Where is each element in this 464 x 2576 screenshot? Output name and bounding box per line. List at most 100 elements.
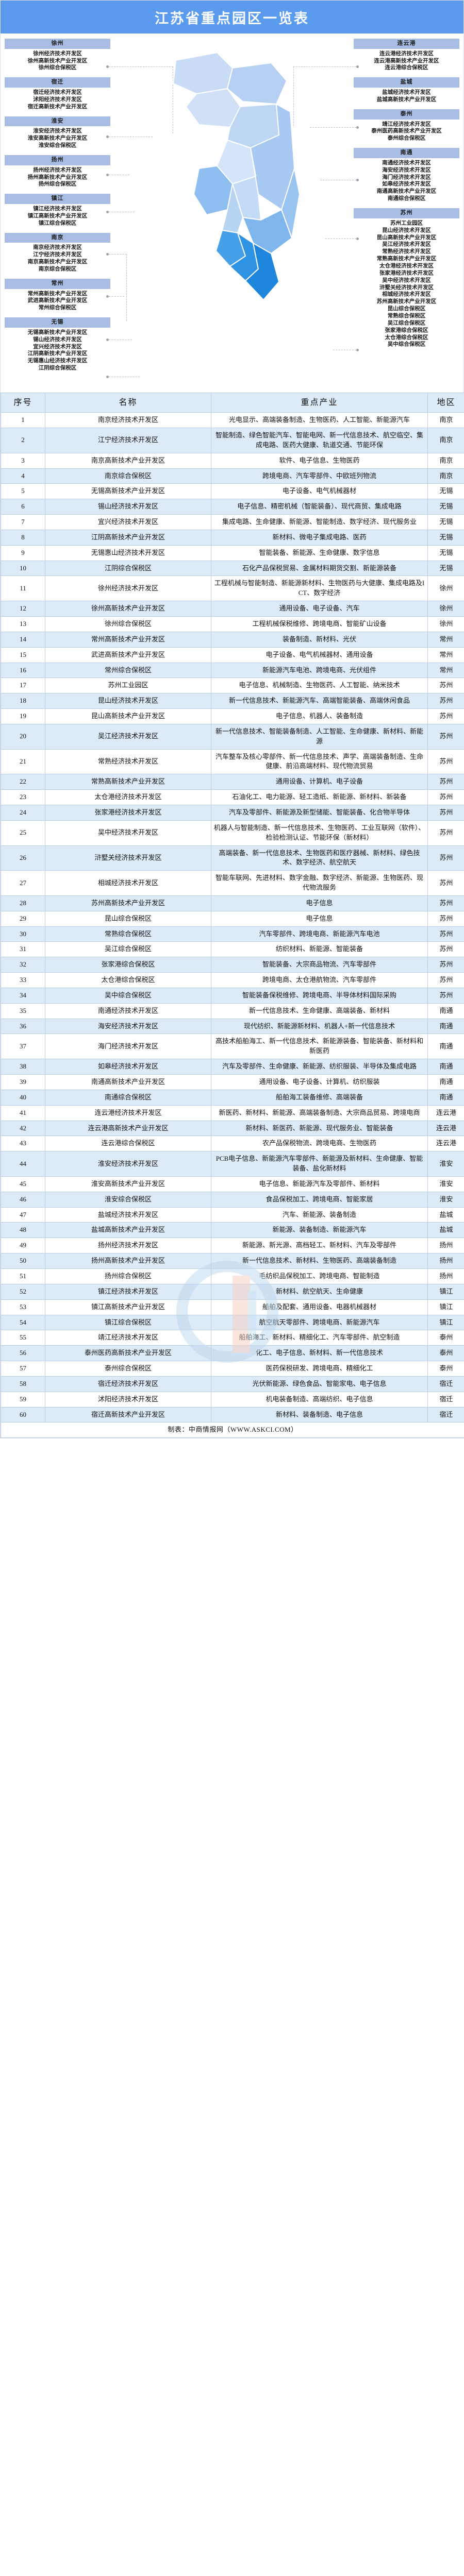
- cell-name: 常州综合保税区: [45, 662, 211, 679]
- cell-region: 无锡: [427, 499, 464, 515]
- cell-industry: 光电显示、高端装备制造、生物医药、人工智能、新能源汽车: [211, 412, 428, 429]
- table-row: 58 宿迁经济技术开发区 光伏新能源、绿色食品、智能家电、电子信息 宿迁: [1, 1376, 464, 1392]
- cell-name: 扬州综合保税区: [45, 1268, 211, 1284]
- cell-name: 扬州高新技术产业开发区: [45, 1253, 211, 1269]
- cell-name: 江宁经济技术开发区: [45, 428, 211, 453]
- cell-region: 苏州: [427, 749, 464, 775]
- cell-index: 52: [1, 1283, 45, 1300]
- city-park-item: 无锡惠山经济技术开发区: [27, 358, 88, 364]
- table-row: 3 南京高新技术产业开发区 软件、电子信息、生物医药 南京: [1, 452, 464, 469]
- city-name-label: 扬州: [5, 155, 110, 165]
- cell-industry: 汽车整车及核心零部件、新一代信息技术、声学、高端装备制造、生命健康、前沿高端材料…: [211, 749, 428, 775]
- cell-index: 4: [1, 468, 45, 484]
- cell-region: 南京: [427, 468, 464, 484]
- cell-region: 无锡: [427, 514, 464, 530]
- table-row: 53 镇江高新技术产业开发区 船舶及配套、通用设备、电器机械器材 镇江: [1, 1299, 464, 1315]
- table-row: 49 扬州经济技术开发区 新能源、新光源、高档轻工、新材料、汽车及零部件 扬州: [1, 1238, 464, 1254]
- cell-industry: 机器人与智能制造、新一代信息技术、生物医药、工业互联网（软件）、检验检测认证、节…: [211, 820, 428, 846]
- city-park-list: 南京经济技术开发区 江宁经济技术开发区 南京高新技术产业开发区 南京综合保税区: [5, 243, 110, 274]
- cell-index: 55: [1, 1330, 45, 1346]
- cell-name: 吴中综合保税区: [45, 987, 211, 1004]
- cell-industry: 电子设备、电气机械器材: [211, 483, 428, 500]
- cell-region: 南京: [427, 428, 464, 453]
- city-park-item: 泰州医药高新技术产业开发区: [371, 128, 442, 134]
- cell-name: 吴江经济技术开发区: [45, 723, 211, 750]
- cell-region: 镇江: [427, 1283, 464, 1300]
- title-bar: 江苏省重点园区一览表: [1, 1, 463, 35]
- cell-index: 51: [1, 1268, 45, 1284]
- city-name-label: 常州: [5, 278, 110, 289]
- cell-name: 常熟高新技术产业开发区: [45, 774, 211, 790]
- cell-name: 南京综合保税区: [45, 468, 211, 484]
- cell-industry: 毛纺织品保税加工、跨境电商、智能制造: [211, 1268, 428, 1284]
- city-park-list: 淮安经济技术开发区 淮安高新技术产业开发区 淮安综合保税区: [5, 126, 110, 150]
- city-park-item: 镇江综合保税区: [38, 220, 77, 226]
- cell-industry: 新一代信息技术、智能装备制造、人工智能、生命健康、新材料、新能源: [211, 723, 428, 750]
- left-city-column: 徐州 徐州经济技术开发区 徐州高新技术产业开发区 徐州综合保税区 宿迁 宿迁经济技术开发区…: [5, 39, 110, 378]
- city-park-item: 武进高新技术产业开发区: [27, 298, 88, 304]
- table-row: 13 徐州综合保税区 工程机械保税维修、跨境电商、智能矿山设备 徐州: [1, 616, 464, 632]
- cell-region: 南通: [427, 1059, 464, 1075]
- cell-industry: 船舶海工装备维修、高端装备: [211, 1089, 428, 1106]
- cell-industry: 新一代信息技术、新材料、生物医药、高端装备制造: [211, 1253, 428, 1269]
- cell-index: 44: [1, 1151, 45, 1177]
- table-row: 35 南通经济技术开发区 新一代信息技术、生命健康、高端装备、新材料 南通: [1, 1003, 464, 1019]
- cell-industry: 航空航天零部件、跨境电商、新能源汽车: [211, 1314, 428, 1331]
- cell-industry: 通用设备、电子设备、计算机、纺织服装: [211, 1074, 428, 1090]
- table-row: 52 镇江经济技术开发区 新材料、航空航天、生命健康 镇江: [1, 1283, 464, 1300]
- cell-index: 28: [1, 895, 45, 911]
- cell-name: 苏州高新技术产业开发区: [45, 895, 211, 911]
- city-park-list: 镇江经济技术开发区 镇江高新技术产业开发区 镇江综合保税区: [5, 204, 110, 228]
- city-park-item: 扬州高新技术产业开发区: [27, 174, 88, 180]
- table-row: 46 淮安综合保税区 食品保税加工、跨境电商、智能家居 淮安: [1, 1191, 464, 1208]
- city-park-item: 昆山经济技术开发区: [382, 227, 431, 233]
- cell-index: 19: [1, 708, 45, 724]
- cell-index: 49: [1, 1238, 45, 1254]
- table-row: 7 宜兴经济技术开发区 集成电路、生命健康、新能源、智能制造、数字经济、现代服务业无…: [1, 514, 464, 530]
- city-name-label: 南通: [354, 148, 459, 158]
- jiangsu-map: [155, 40, 310, 369]
- cell-name: 南通高新技术产业开发区: [45, 1074, 211, 1090]
- cell-index: 18: [1, 693, 45, 709]
- cell-industry: 新能源汽车电池、跨境电商、光伏组件: [211, 662, 428, 679]
- table-row: 5 无锡高新技术产业开发区 电子设备、电气机械器材 无锡: [1, 483, 464, 500]
- city-park-item: 宜兴经济技术开发区: [33, 344, 82, 350]
- connector-line: [310, 127, 356, 128]
- table-row: 29 昆山综合保税区 电子信息 苏州: [1, 910, 464, 927]
- table-row: 36 海安经济技术开发区 现代纺织、新能源新材料、机器人+新一代信息技术 南通: [1, 1018, 464, 1035]
- cell-region: 苏州: [427, 820, 464, 846]
- table-row: 22 常熟高新技术产业开发区 通用设备、计算机、电子设备 苏州: [1, 774, 464, 790]
- cell-region: 苏州: [427, 693, 464, 709]
- cell-region: 无锡: [427, 529, 464, 546]
- table-row: 32 张家港综合保税区 智能装备、大宗商品物流、汽车零部件 苏州: [1, 957, 464, 973]
- table-row: 38 如皋经济技术开发区 汽车及零部件、生命健康、新能源、纺织服装、半导体及集成电路…: [1, 1059, 464, 1075]
- connector-dot: [356, 349, 359, 351]
- cell-industry: 智能装备、大宗商品物流、汽车零部件: [211, 957, 428, 973]
- cell-industry: 集成电路、生命健康、新能源、智能制造、数字经济、现代服务业: [211, 514, 428, 530]
- cell-name: 徐州经济技术开发区: [45, 575, 211, 602]
- cell-index: 1: [1, 412, 45, 429]
- cell-industry: 新一代信息技术、新能源汽车、高端智能装备、高端休闲食品: [211, 693, 428, 709]
- col-header-index: 序号: [1, 392, 45, 413]
- cell-region: 常州: [427, 647, 464, 663]
- city-block-苏州: 苏州 苏州工业园区 昆山经济技术开发区 昆山高新技术产业开发区 吴江经济技术开发区 常熟经…: [354, 208, 459, 349]
- city-park-item: 江阴高新技术产业开发区: [27, 351, 88, 357]
- cell-industry: 装备制造、新材料、光伏: [211, 631, 428, 648]
- table-row: 41 连云港经济技术开发区 新医药、新材料、新能源、高端装备制造、大宗商品贸易、跨境…: [1, 1105, 464, 1121]
- connector-dot: [106, 211, 109, 213]
- connector-line: [126, 254, 127, 321]
- cell-region: 无锡: [427, 545, 464, 561]
- cell-industry: 汽车、新能源、装备制造: [211, 1207, 428, 1223]
- table-row: 21 常熟经济技术开发区 汽车整车及核心零部件、新一代信息技术、声学、高端装备制造、…: [1, 749, 464, 775]
- connector-dot: [106, 65, 109, 68]
- cell-region: 苏州: [427, 957, 464, 973]
- cell-index: 48: [1, 1222, 45, 1239]
- cell-name: 海门经济技术开发区: [45, 1033, 211, 1060]
- city-park-item: 南通综合保税区: [387, 196, 426, 202]
- cell-index: 50: [1, 1253, 45, 1269]
- table-row: 23 太仓港经济技术开发区 石油化工、电力能源、轻工造纸、新能源、新材料、新装备 苏州: [1, 789, 464, 805]
- cell-industry: 电子信息: [211, 910, 428, 927]
- city-park-item: 如皋经济技术开发区: [382, 181, 431, 188]
- connector-line: [109, 296, 124, 297]
- table-row: 11 徐州经济技术开发区 工程机械与智能制造、新能源新材料、生物医药与大健康、集成电…: [1, 575, 464, 602]
